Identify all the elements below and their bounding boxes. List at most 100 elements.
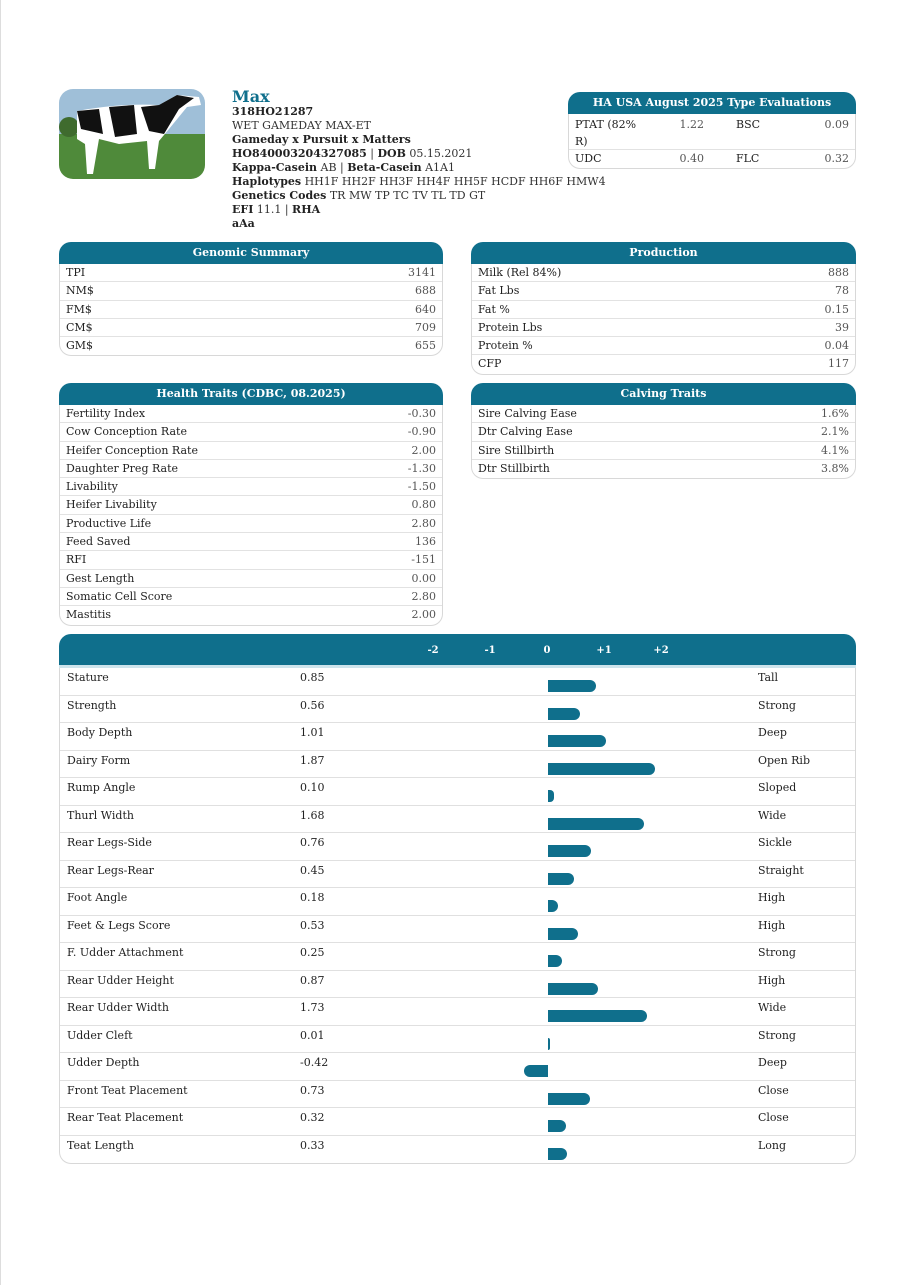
row-value: 709 xyxy=(415,320,436,334)
trait-descriptor: Deep xyxy=(758,1056,787,1069)
production-row: Fat % 0.15 xyxy=(472,301,855,319)
trait-value: 0.18 xyxy=(300,891,325,904)
trait-name: Dairy Form xyxy=(67,753,131,767)
animal-photo xyxy=(59,89,205,179)
row-label: Somatic Cell Score xyxy=(66,589,173,603)
chart-scale-header: -2 -1 0 +1 +2 xyxy=(59,634,856,668)
aaa-code: aAa xyxy=(232,217,255,230)
trait-value: 0.10 xyxy=(300,781,325,794)
trait-name: Foot Angle xyxy=(67,891,128,904)
row-value: 4.1% xyxy=(821,443,849,457)
health-row: Mastitis 2.00 xyxy=(60,606,442,624)
row-value: 0.04 xyxy=(824,339,850,353)
row-label: Fat % xyxy=(478,302,510,316)
trait-row: F. Udder Attachment 0.25 Strong xyxy=(60,943,855,971)
trait-descriptor: Straight xyxy=(758,863,804,877)
trait-value: 0.53 xyxy=(300,918,325,932)
trait-row: Rear Udder Width 1.73 Wide xyxy=(60,998,855,1026)
row-value: 3141 xyxy=(408,266,436,279)
row-label: RFI xyxy=(66,553,87,567)
trait-name: Stature xyxy=(67,671,109,684)
trait-row: Rear Udder Height 0.87 High xyxy=(60,971,855,998)
health-row: Cow Conception Rate -0.90 xyxy=(60,423,442,442)
trait-bar xyxy=(548,817,644,830)
bsc-label: BSC xyxy=(736,118,761,131)
trait-bar xyxy=(548,1092,590,1105)
trait-descriptor: Sloped xyxy=(758,781,797,794)
production-row: CFP 117 xyxy=(472,355,855,373)
tick-label: -2 xyxy=(427,645,439,656)
row-value: 136 xyxy=(415,535,436,549)
trait-bar xyxy=(548,1147,567,1160)
animal-code: 318HO21287 xyxy=(232,105,314,118)
trait-bar xyxy=(548,707,580,720)
trait-name: Front Teat Placement xyxy=(67,1083,188,1097)
animal-name: Max xyxy=(232,87,270,106)
trait-value: 1.01 xyxy=(300,726,325,739)
row-label: NM$ xyxy=(66,284,94,298)
linear-traits-chart: -2 -1 0 +1 +2 Stature 0.85 Tall Strength 0.5… xyxy=(59,634,856,1164)
row-label: Feed Saved xyxy=(66,535,131,549)
row-value: 888 xyxy=(828,266,849,279)
ptat-value: 1.22 xyxy=(679,118,705,131)
trait-name: Body Depth xyxy=(67,726,133,739)
trait-bar xyxy=(548,1037,550,1050)
trait-descriptor: Strong xyxy=(758,698,796,712)
row-label: CM$ xyxy=(66,320,93,334)
trait-bar xyxy=(548,900,559,912)
row-label: Sire Calving Ease xyxy=(478,407,577,420)
trait-descriptor: Wide xyxy=(758,1001,787,1014)
trait-value: 0.56 xyxy=(300,698,325,712)
genomic-row: TPI 3141 xyxy=(60,264,442,283)
trait-value: 0.25 xyxy=(300,946,325,959)
trait-row: Rump Angle 0.10 Sloped xyxy=(60,778,855,806)
row-value: 2.80 xyxy=(411,516,437,530)
row-value: 2.00 xyxy=(411,443,437,457)
trait-name: Rear Legs-Side xyxy=(67,836,152,849)
row-label: Sire Stillbirth xyxy=(478,443,555,457)
trait-descriptor: Strong xyxy=(758,946,796,959)
row-value: 0.80 xyxy=(411,498,437,512)
health-title: Health Traits (CDBC, 08.2025) xyxy=(59,383,443,405)
registered-name: WET GAMEDAY MAX-ET xyxy=(232,119,371,132)
row-label: Productive Life xyxy=(66,516,152,530)
row-label: Cow Conception Rate xyxy=(66,425,187,439)
row-value: 3.8% xyxy=(821,461,849,475)
calving-title: Calving Traits xyxy=(471,383,856,405)
genetic-codes: TR MW TP TC TV TL TD GT xyxy=(329,189,486,202)
trait-value: 0.76 xyxy=(300,836,325,849)
health-row: Fertility Index -0.30 xyxy=(60,405,442,424)
animal-info: Max 318HO21287 WET GAMEDAY MAX-ET Gameda… xyxy=(232,87,606,231)
beta-label: Beta-Casein xyxy=(347,161,422,174)
efi-label: EFI xyxy=(232,203,254,216)
trait-name: Rear Legs-Rear xyxy=(67,863,154,877)
trait-row: Feet & Legs Score 0.53 High xyxy=(60,916,855,943)
tick-label: +1 xyxy=(596,645,612,656)
trait-value: 1.68 xyxy=(300,808,325,822)
row-label: GM$ xyxy=(66,339,94,353)
trait-row: Foot Angle 0.18 High xyxy=(60,888,855,916)
row-label: Milk (Rel 84%) xyxy=(478,266,562,279)
trait-bar xyxy=(548,927,579,940)
calving-row: Sire Stillbirth 4.1% xyxy=(472,442,855,460)
row-value: -0.90 xyxy=(407,425,436,439)
row-value: 640 xyxy=(415,302,436,316)
trait-bar xyxy=(548,1120,567,1132)
row-value: 1.6% xyxy=(821,407,849,420)
row-label: Fat Lbs xyxy=(478,284,520,298)
rha: RHA xyxy=(292,203,321,216)
trait-descriptor: High xyxy=(758,973,786,987)
health-traits-panel: Health Traits (CDBC, 08.2025) Fertility I… xyxy=(59,383,443,626)
trait-bar xyxy=(548,735,606,747)
health-row: RFI -151 xyxy=(60,551,442,570)
trait-value: 0.01 xyxy=(300,1028,325,1042)
health-row: Productive Life 2.80 xyxy=(60,515,442,534)
production-title: Production xyxy=(471,242,856,264)
trait-row: Teat Length 0.33 Long xyxy=(60,1136,855,1164)
haplotypes-label: Haplotypes xyxy=(232,175,302,188)
trait-name: F. Udder Attachment xyxy=(67,946,184,959)
calving-row: Dtr Calving Ease 2.1% xyxy=(472,423,855,442)
trait-value: 0.32 xyxy=(300,1111,325,1124)
trait-descriptor: Strong xyxy=(758,1028,796,1042)
calving-traits-panel: Calving Traits Sire Calving Ease 1.6% Dtr C… xyxy=(471,383,856,480)
